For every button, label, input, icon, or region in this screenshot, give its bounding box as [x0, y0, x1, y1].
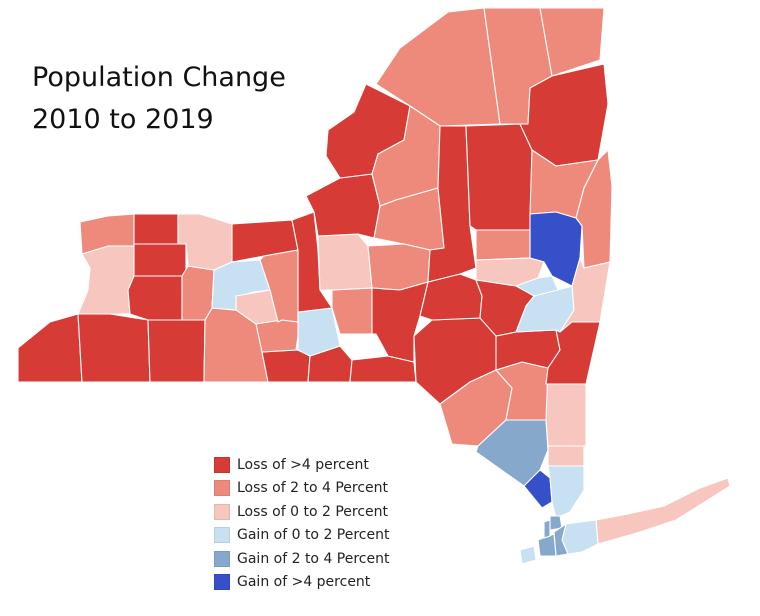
county-chemung	[261, 349, 311, 383]
county-allegany	[147, 319, 206, 383]
legend-item-loss-gt4: Loss of >4 percent	[214, 454, 389, 475]
legend-swatch-gain-0-2	[214, 527, 230, 543]
legend-label-gain-gt4: Gain of >4 percent	[237, 574, 371, 590]
county-livingston	[181, 265, 215, 321]
legend-label-loss-0-2: Loss of 0 to 2 Percent	[237, 503, 388, 520]
legend-swatch-gain-gt4	[214, 574, 230, 590]
county-hamilton	[465, 123, 533, 231]
county-rensselaer	[559, 257, 611, 333]
county-fulton	[475, 229, 531, 261]
legend-swatch-loss-0-2	[214, 503, 230, 520]
county-orleans	[133, 213, 179, 245]
county-putnam	[547, 445, 585, 467]
legend-label-gain-0-2: Gain of 0 to 2 Percent	[237, 527, 390, 543]
map-title-line-1: Population Change	[32, 62, 286, 93]
legend-label-loss-gt4: Loss of >4 percent	[237, 456, 369, 473]
county-schuyler	[255, 319, 301, 353]
legend-item-loss-0-2: Loss of 0 to 2 Percent	[214, 501, 389, 522]
legend-label-loss-2-4: Loss of 2 to 4 Percent	[237, 480, 388, 496]
legend-item-gain-2-4: Gain of 2 to 4 Percent	[214, 548, 389, 569]
legend-item-gain-gt4: Gain of >4 percent	[214, 572, 389, 593]
legend-item-loss-2-4: Loss of 2 to 4 Percent	[214, 478, 389, 499]
county-suffolk	[595, 477, 731, 545]
county-chenango	[371, 281, 429, 363]
county-onondaga	[317, 233, 373, 291]
map-title-line-2: 2010 to 2019	[32, 104, 214, 135]
legend-swatch-gain-2-4	[214, 550, 230, 567]
county-cortland	[331, 287, 373, 335]
county-cattaraugus	[77, 313, 151, 383]
county-schoharie	[475, 279, 535, 337]
county-chautauqua	[17, 313, 83, 383]
county-broome	[349, 355, 417, 383]
county-new-york	[543, 519, 551, 539]
county-dutchess	[545, 383, 587, 447]
legend-swatch-loss-2-4	[214, 480, 230, 496]
map-legend: Loss of >4 percent Loss of 2 to 4 Percen…	[214, 454, 389, 595]
county-nassau	[561, 519, 599, 555]
legend-item-gain-0-2: Gain of 0 to 2 Percent	[214, 525, 389, 546]
county-westchester	[547, 465, 585, 519]
county-madison	[367, 243, 431, 291]
legend-label-gain-2-4: Gain of 2 to 4 Percent	[237, 550, 390, 567]
county-genesee	[133, 243, 187, 277]
county-oswego	[305, 173, 381, 239]
county-ontario	[211, 259, 271, 311]
county-erie	[77, 245, 135, 315]
county-wyoming	[127, 275, 183, 321]
county-richmond	[519, 545, 537, 565]
legend-swatch-loss-gt4	[214, 456, 230, 473]
county-clinton	[539, 7, 605, 77]
